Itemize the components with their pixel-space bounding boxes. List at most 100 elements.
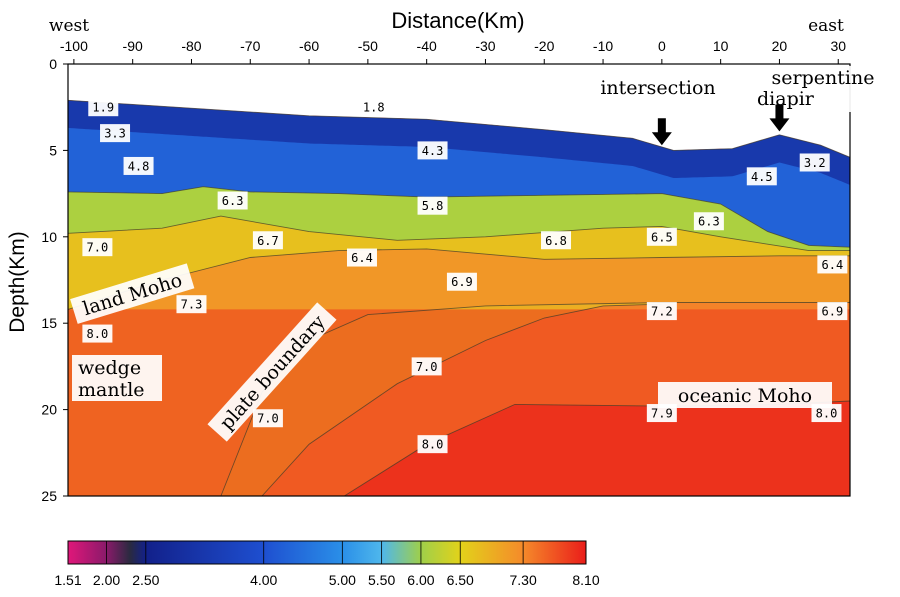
velocity-label-bg [646, 302, 677, 321]
velocity-label-bg [541, 231, 572, 250]
velocity-label-bg [693, 212, 724, 231]
serpentine-annotation: serpentine diapir [754, 66, 892, 132]
velocity-label: 6.3 [222, 194, 244, 208]
velocity-label: 8.0 [816, 407, 838, 421]
colorbar-tick-label: 7.30 [509, 572, 536, 588]
velocity-label: 4.3 [422, 144, 444, 158]
x-tick-label: -30 [475, 38, 495, 54]
velocity-label-bg [82, 324, 113, 343]
velocity-label-bg [417, 196, 448, 215]
velocity-label-bg [811, 404, 842, 423]
colorbar: 1.51 2.00 2.50 4.00 5.00 5.50 6.00 6.50 7.30 8.10 [54, 540, 600, 588]
x-tick-label: -90 [123, 38, 143, 54]
y-axis-title: Depth(Km) [6, 231, 29, 333]
velocity-label-bg [817, 255, 848, 274]
y-tick-label: 0 [49, 56, 57, 72]
west-label: west [49, 16, 89, 36]
velocity-label: 5.8 [422, 199, 444, 213]
x-tick-label: -60 [299, 38, 319, 54]
velocity-label: 8.0 [422, 438, 444, 452]
layer-boundary-line [67, 99, 851, 158]
colorbar-tick-label: 2.00 [93, 572, 120, 588]
diapir-label: diapir [757, 88, 815, 110]
velocity-label: 4.8 [128, 159, 150, 173]
velocity-label: 7.2 [651, 305, 673, 319]
velocity-label-bg [446, 272, 477, 291]
velocity-label: 7.0 [87, 241, 109, 255]
x-tick-label: -80 [181, 38, 201, 54]
x-tick-label: -70 [240, 38, 260, 54]
x-tick-label: -50 [358, 38, 378, 54]
velocity-label: 8.0 [87, 327, 109, 341]
velocity-label-bg [217, 191, 248, 210]
velocity-label: 3.2 [804, 156, 826, 170]
wedge-mantle-layer [68, 309, 850, 496]
serpentine-label-bg [754, 66, 892, 112]
x-tick-label: 10 [713, 38, 729, 54]
velocity-label: 1.9 [92, 101, 114, 115]
velocity-label: 6.4 [822, 258, 844, 272]
colorbar-tick-label: 2.50 [132, 572, 159, 588]
colorbar-tick-label: 8.10 [572, 572, 599, 588]
east-label: east [808, 16, 844, 36]
x-axis-title: Distance(Km) [391, 8, 524, 33]
intersection-arrow-icon [651, 118, 672, 146]
serpentine-label: serpentine [772, 67, 875, 89]
velocity-label-bg [358, 98, 389, 117]
velocity-label-bg [252, 231, 283, 250]
mantle-label: mantle [78, 379, 145, 401]
velocity-label-bg [411, 357, 442, 376]
upper-crust-dark-band [68, 100, 850, 185]
velocity-label-bg [417, 435, 448, 454]
oceanic-moho-bg [658, 382, 832, 408]
velocity-section: -100 -90 -80 -70 -60 -50 -40 -30 -20 -10 0 10 20 30 0… [41, 38, 892, 504]
colorbar-tick-label: 5.50 [368, 572, 395, 588]
x-tick-label: 20 [772, 38, 788, 54]
velocity-label: 6.9 [451, 275, 473, 289]
y-tick-label: 10 [41, 229, 57, 245]
velocity-label-bg [346, 248, 377, 267]
velocity-label: 7.9 [651, 407, 673, 421]
velocity-label: 7.3 [181, 298, 203, 312]
colorbar-tick-label: 6.00 [407, 572, 434, 588]
x-tick-label: -10 [593, 38, 613, 54]
y-tick-label: 20 [41, 402, 57, 418]
wedge-mantle-annotation: wedge mantle [72, 355, 162, 401]
x-tick-label: -100 [60, 38, 88, 54]
x-tick-label: -20 [534, 38, 554, 54]
velocity-label: 7.0 [416, 360, 438, 374]
layer-boundary-line [261, 303, 662, 497]
colorbar-tick-label: 6.50 [447, 572, 474, 588]
y-tick-label: 15 [41, 315, 57, 331]
plot-frame [67, 63, 851, 497]
velocity-label: 6.4 [351, 251, 373, 265]
velocity-label-bg [123, 156, 154, 175]
layer-boundary-line [67, 186, 851, 248]
velocity-label-bg [817, 302, 848, 321]
x-tick-label: -40 [417, 38, 437, 54]
intersection-annotation: intersection [578, 74, 738, 146]
wedge-label: wedge [78, 357, 141, 379]
velocity-label-bg [252, 409, 283, 428]
x-tick-label: 0 [658, 38, 666, 54]
oceanic-moho-annotation: oceanic Moho [658, 382, 832, 408]
colorbar-tick-label: 5.00 [329, 572, 356, 588]
velocity-label: 1.8 [363, 101, 385, 115]
serpentine-arrow-icon [769, 104, 790, 132]
intersection-label-bg [578, 74, 738, 100]
colorbar-tick-label: 4.00 [250, 572, 277, 588]
velocity-label-bg [646, 404, 677, 423]
velocity-label: 6.9 [822, 305, 844, 319]
y-tick-label: 5 [49, 142, 57, 158]
velocity-label-bg [799, 153, 830, 172]
velocity-label-bg [417, 141, 448, 160]
velocity-label: 6.7 [257, 234, 279, 248]
colorbar-tick-label: 1.51 [54, 572, 81, 588]
y-ticks: 0 5 10 15 20 25 [41, 56, 68, 504]
velocity-label-bg [176, 295, 207, 314]
velocity-label-bg [646, 227, 677, 246]
land-moho-bg [70, 263, 195, 324]
velocity-label: 4.5 [751, 170, 773, 184]
velocity-labels: 1.9 1.8 3.3 4.8 4.3 4.5 3.2 6.3 5.8 6.3 7.0 6.7 6.4 6… [82, 98, 848, 454]
velocity-label: 7.0 [257, 412, 279, 426]
